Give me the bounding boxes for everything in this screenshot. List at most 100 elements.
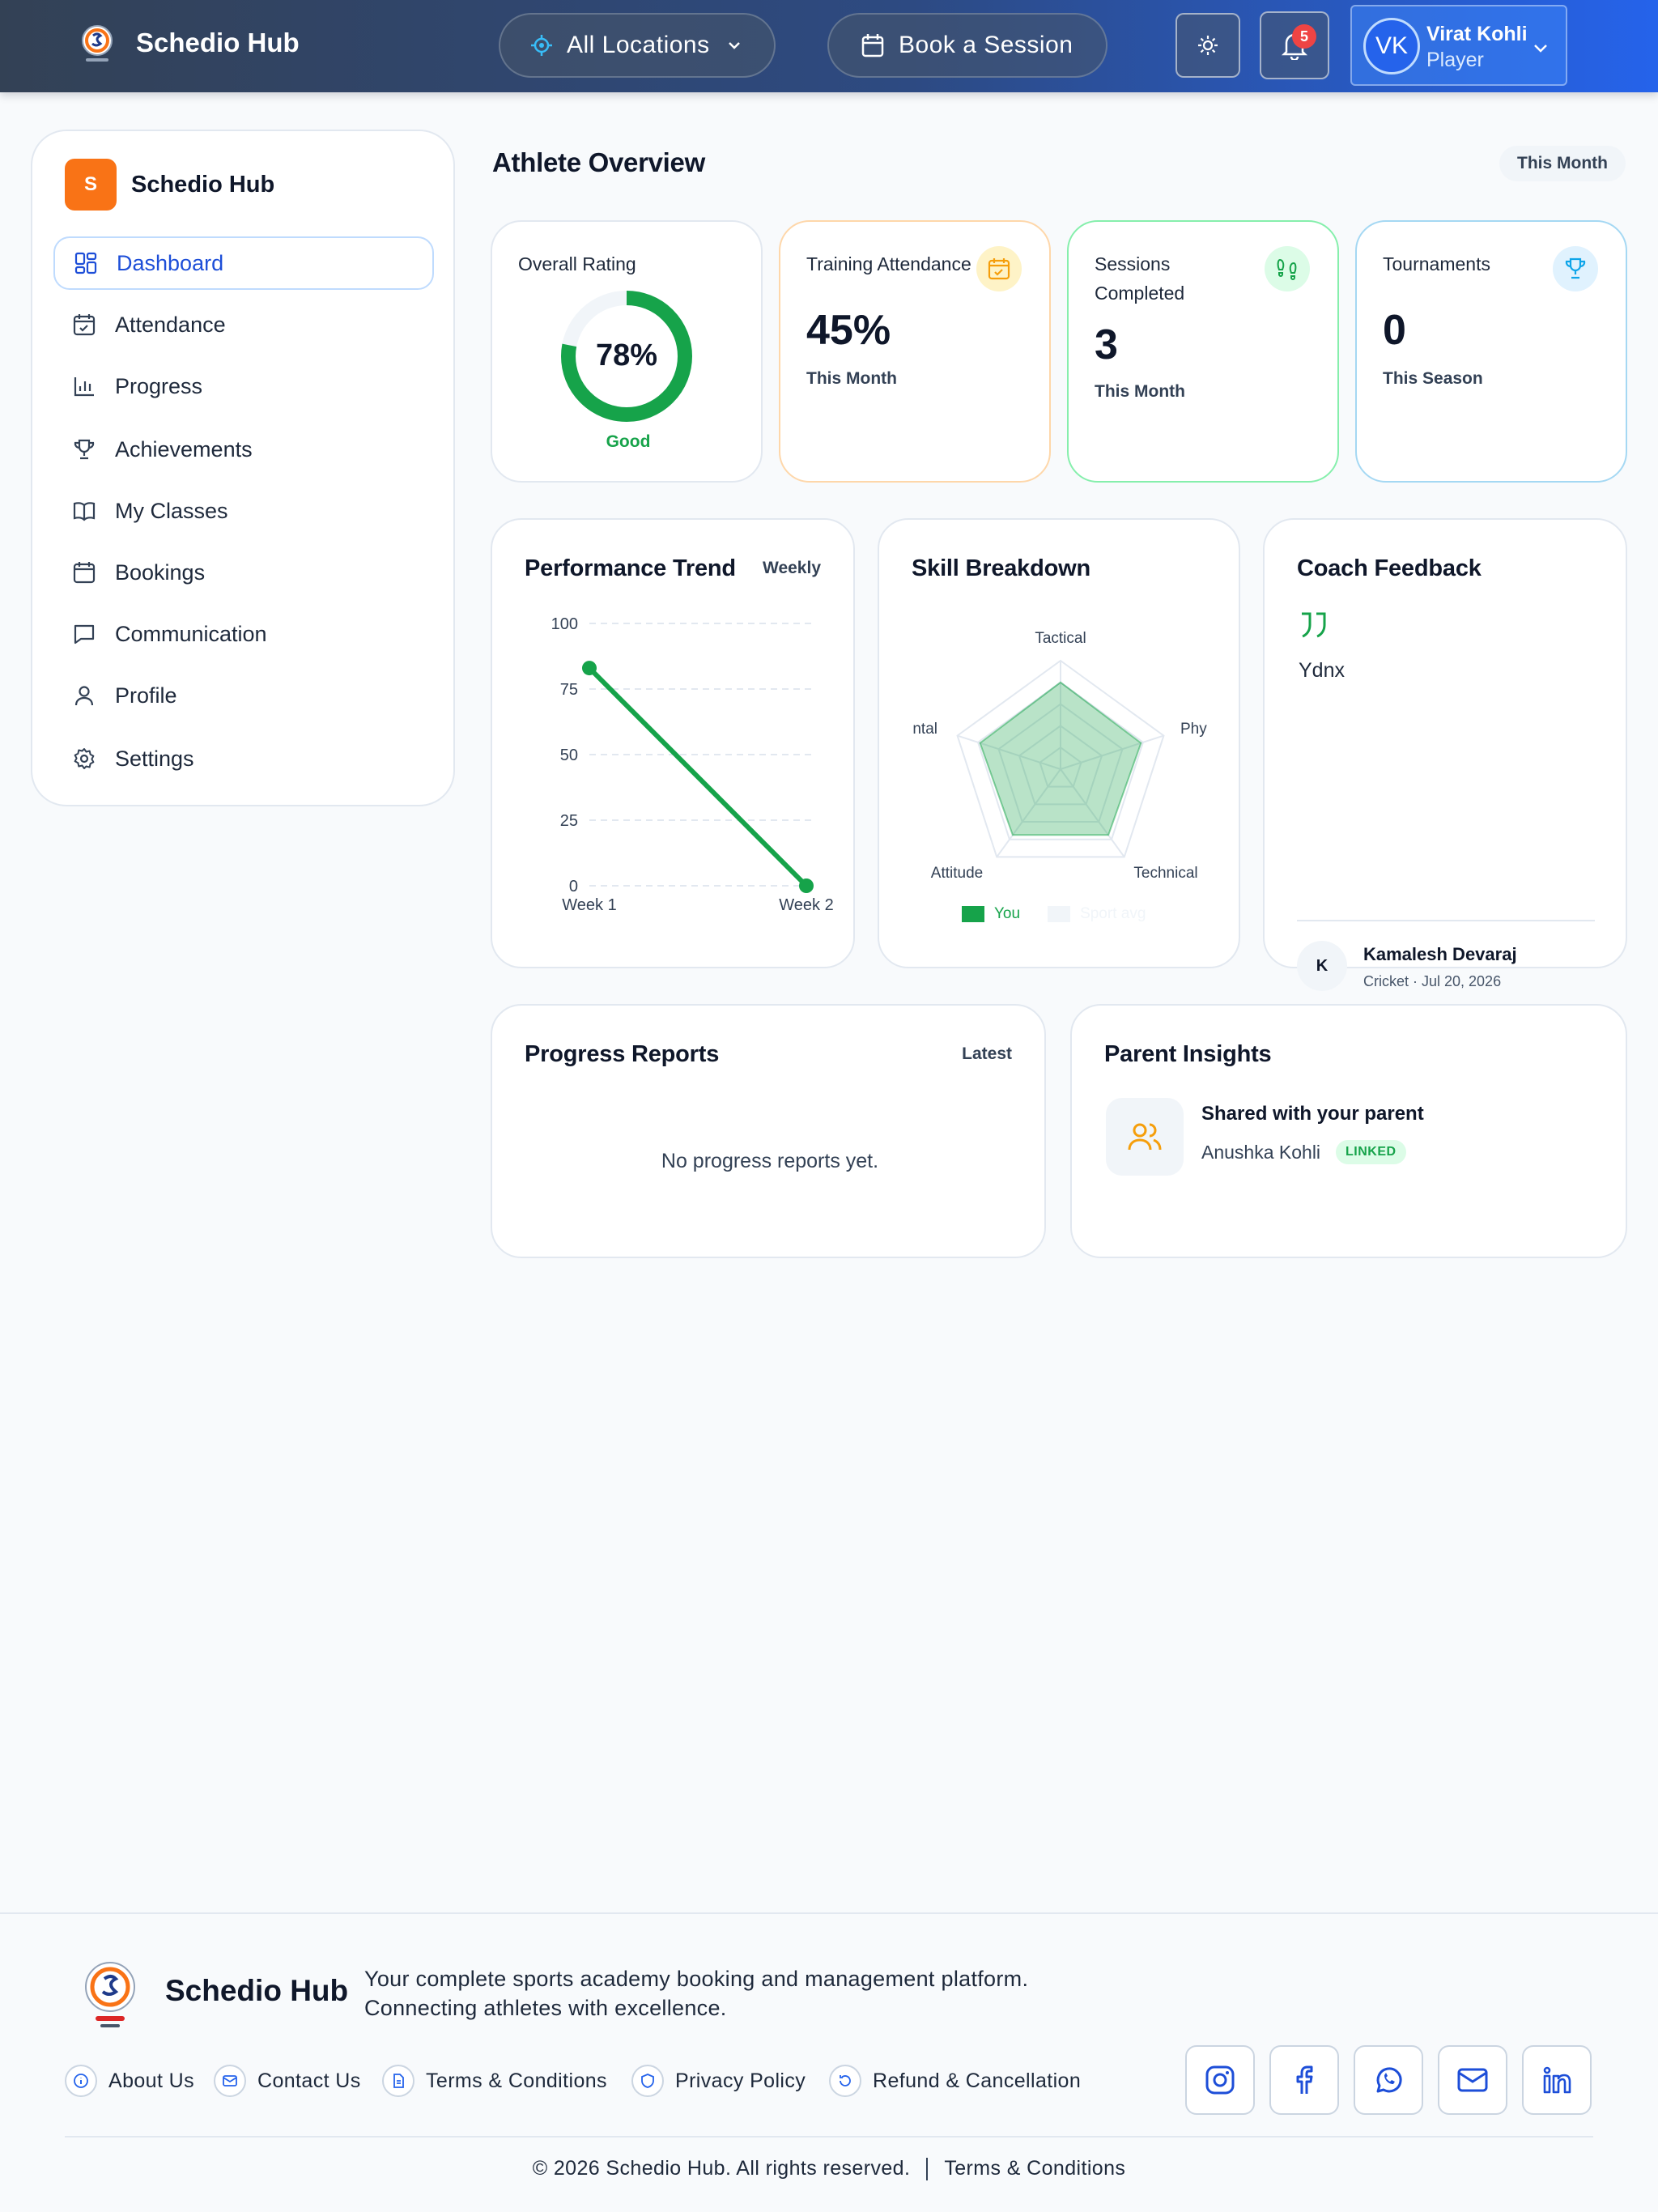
y-tick-label: 50 xyxy=(560,747,578,764)
chevron-down-icon xyxy=(728,42,740,49)
sessions-stat-icon xyxy=(1265,246,1310,291)
instagram-button[interactable] xyxy=(1185,2045,1255,2115)
footer-link-privacy[interactable]: Privacy Policy xyxy=(631,2063,806,2099)
radar-axis-label: Phy xyxy=(1180,721,1207,738)
footer-link-contact[interactable]: Contact Us xyxy=(214,2063,361,2099)
skill-radar-chart: Tactical Phy Technical Attitude ntal xyxy=(912,630,1207,882)
user-name: Virat Kohli xyxy=(1426,23,1528,45)
radar-axis-label: Attitude xyxy=(931,865,983,882)
facebook-button[interactable] xyxy=(1269,2045,1339,2115)
location-selector[interactable]: All Locations xyxy=(499,13,776,78)
email-button[interactable] xyxy=(1438,2045,1507,2115)
notification-count-badge: 5 xyxy=(1292,24,1316,49)
coach-feedback-card: Coach Feedback Ydnx K Kamalesh Devaraj C… xyxy=(1263,518,1627,991)
overall-rating-card: Overall Rating 78% Good xyxy=(491,220,763,483)
footer-description-line1: Your complete sports academy booking and… xyxy=(364,1967,1029,1991)
calendar-icon xyxy=(861,34,884,57)
sidebar-item-achievements[interactable]: Achievements xyxy=(53,423,434,476)
notifications-button[interactable]: 5 xyxy=(1260,11,1329,79)
radar-series-area xyxy=(979,681,1142,836)
shared-text: Shared with your parent xyxy=(1201,1103,1424,1125)
x-tick-label: Week 2 xyxy=(779,896,833,914)
footer-link-terms[interactable]: Terms & Conditions xyxy=(382,2063,607,2099)
feedback-meta: Cricket · Jul 20, 2026 xyxy=(1363,973,1502,989)
footer-link-label: Privacy Policy xyxy=(675,2069,806,2092)
radar-grid-ring xyxy=(956,659,1165,858)
sidebar-item-profile[interactable]: Profile xyxy=(53,669,434,722)
whatsapp-button[interactable] xyxy=(1354,2045,1423,2115)
sidebar-item-attendance[interactable]: Attendance xyxy=(53,298,434,351)
brand-name[interactable]: Schedio Hub xyxy=(136,28,300,57)
footer-link-label: Terms & Conditions xyxy=(426,2069,607,2092)
sidebar-brand: Schedio Hub xyxy=(131,172,275,198)
rating-value: 78% xyxy=(595,338,658,372)
sidebar-item-bookings[interactable]: Bookings xyxy=(53,546,434,599)
radar-grid-ring xyxy=(976,681,1145,840)
legend-label-you: You xyxy=(994,905,1021,922)
quote-icon xyxy=(1302,612,1326,638)
sidebar-item-label: Settings xyxy=(115,746,194,771)
feedback-text: Ydnx xyxy=(1299,659,1345,682)
period-filter[interactable]: This Month xyxy=(1499,146,1626,181)
sidebar-item-my-classes[interactable]: My Classes xyxy=(53,484,434,538)
divider xyxy=(1297,920,1595,921)
radar-spoke xyxy=(957,734,1061,770)
stat-subtitle: This Month xyxy=(806,369,897,388)
stat-label: Training Attendance xyxy=(806,253,971,274)
radar-grid-ring xyxy=(1018,725,1103,806)
theme-toggle-button[interactable] xyxy=(1175,13,1240,78)
tournaments-card: Tournaments 0 This Season xyxy=(1355,220,1627,483)
series-line xyxy=(587,666,809,888)
footer-terms-link[interactable]: Terms & Conditions xyxy=(944,2157,1126,2180)
footer-link-refund[interactable]: Refund & Cancellation xyxy=(829,2063,1081,2099)
copyright-text: © 2026 Schedio Hub. All rights reserved. xyxy=(532,2157,911,2180)
location-label: All Locations xyxy=(567,32,710,58)
rating-donut-arc xyxy=(561,291,692,422)
stat-label: Tournaments xyxy=(1383,253,1490,274)
data-point xyxy=(582,661,597,676)
sidebar-item-settings[interactable]: Settings xyxy=(53,732,434,785)
sidebar-item-label: Progress xyxy=(115,373,203,398)
book-session-button[interactable]: Book a Session xyxy=(827,13,1107,78)
radar-grid-ring xyxy=(997,703,1124,823)
footer-link-about[interactable]: About Us xyxy=(65,2063,194,2099)
parent-name: Anushka Kohli xyxy=(1201,1142,1321,1163)
sidebar-item-label: My Classes xyxy=(115,498,228,523)
radar-axis-label: Tactical xyxy=(1035,630,1086,647)
rating-status: Good xyxy=(606,432,651,451)
linked-status-badge: LINKED xyxy=(1336,1140,1406,1164)
user-menu[interactable]: VK Virat Kohli Player xyxy=(1350,5,1567,86)
linkedin-button[interactable] xyxy=(1522,2045,1592,2115)
sidebar-item-label: Profile xyxy=(115,683,177,708)
linkedin-icon xyxy=(1543,2066,1571,2094)
sidebar-logo: S xyxy=(65,159,117,211)
trophy-icon xyxy=(74,439,95,460)
footer-copyright: © 2026 Schedio Hub. All rights reserved.… xyxy=(0,2157,1658,2181)
trophy-icon xyxy=(1565,257,1586,279)
shield-icon xyxy=(631,2065,664,2097)
calendar-icon xyxy=(73,562,96,584)
radar-spoke xyxy=(1060,734,1164,770)
sidebar-item-communication[interactable]: Communication xyxy=(53,607,434,661)
brand-logo-icon[interactable] xyxy=(78,23,117,70)
sidebar-item-label: Bookings xyxy=(115,559,206,585)
info-icon xyxy=(65,2065,97,2097)
users-icon xyxy=(1128,1123,1162,1151)
y-tick-label: 75 xyxy=(560,681,578,699)
footer-divider xyxy=(65,2136,1593,2138)
stat-subtitle: This Month xyxy=(1095,382,1185,401)
sidebar-item-dashboard[interactable]: Dashboard xyxy=(53,236,434,290)
stat-subtitle: This Season xyxy=(1383,369,1483,388)
footer: Schedio Hub Your complete sports academy… xyxy=(0,1912,1658,2212)
trend-period-tag: Weekly xyxy=(763,559,821,577)
user-role: Player xyxy=(1426,49,1484,71)
y-tick-label: 25 xyxy=(560,812,578,830)
legend-label-avg: Sport avg xyxy=(1080,905,1146,922)
sidebar-item-progress[interactable]: Progress xyxy=(53,359,434,413)
footprints-icon xyxy=(1277,258,1297,280)
chevron-down-icon xyxy=(1534,45,1547,53)
footer-link-label: About Us xyxy=(108,2069,195,2092)
mail-icon xyxy=(214,2065,246,2097)
performance-line-chart: 0 25 50 75 100 Week 1 Week 2 xyxy=(551,615,834,914)
rating-donut-chart xyxy=(561,291,692,422)
